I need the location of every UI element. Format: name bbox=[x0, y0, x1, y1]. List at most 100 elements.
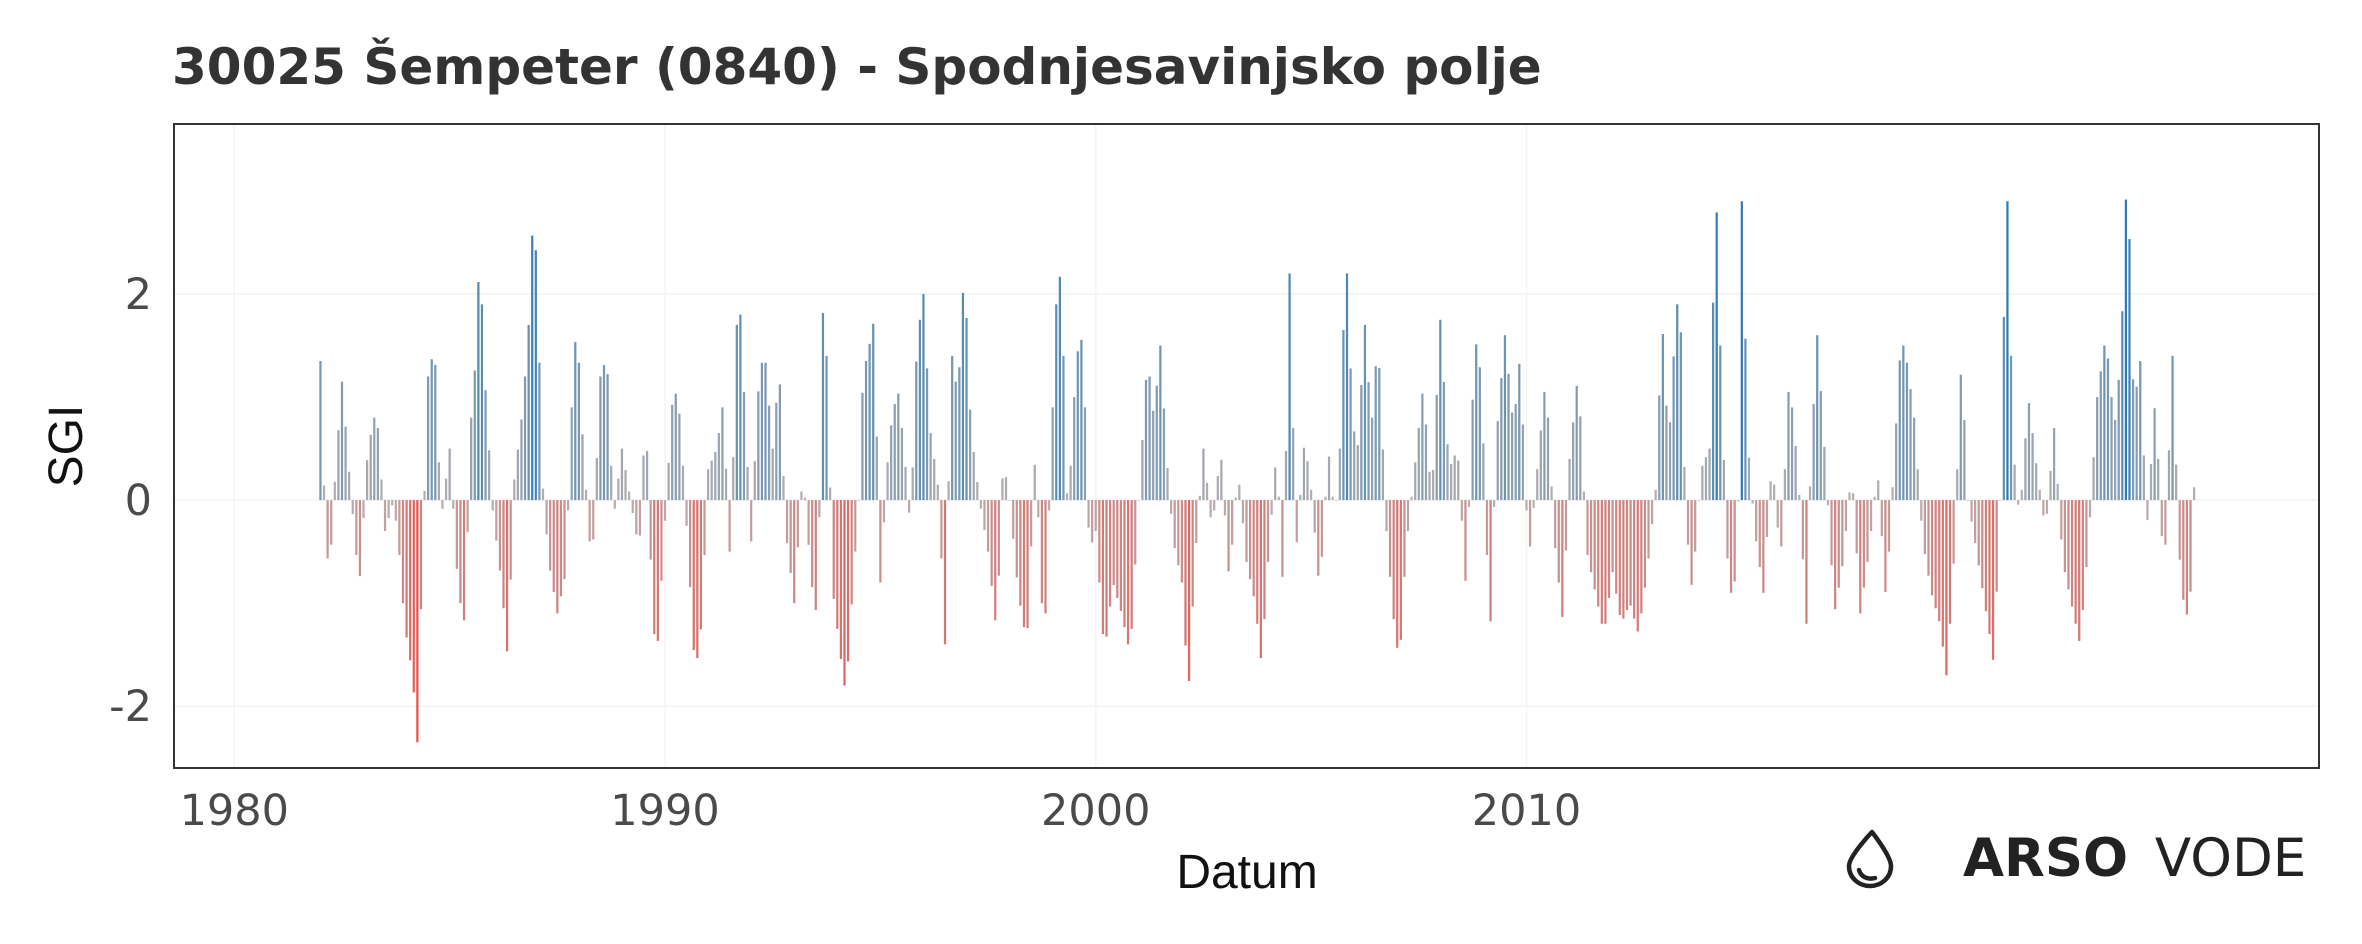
sgi-bar bbox=[2085, 500, 2088, 568]
sgi-bar bbox=[534, 250, 537, 501]
sgi-bar bbox=[1607, 500, 1611, 598]
sgi-bar bbox=[879, 500, 882, 583]
sgi-bar bbox=[742, 391, 746, 501]
sgi-bar bbox=[2067, 500, 2070, 590]
sgi-bar bbox=[940, 500, 943, 559]
sgi-bar bbox=[631, 500, 634, 513]
sgi-bar bbox=[1636, 500, 1639, 632]
x-tick-label: 2010 bbox=[1472, 786, 1581, 836]
sgi-bar bbox=[969, 409, 972, 501]
sgi-bar bbox=[1683, 466, 1686, 501]
sgi-bar bbox=[1435, 394, 1438, 501]
sgi-bar bbox=[1808, 486, 1812, 501]
sgi-bar bbox=[1485, 500, 1489, 556]
sgi-bar bbox=[897, 393, 900, 501]
sgi-bar bbox=[1223, 500, 1227, 516]
sgi-bar bbox=[846, 500, 850, 662]
sgi-bar bbox=[1324, 496, 1327, 501]
sgi-bar bbox=[2038, 489, 2041, 501]
sgi-bar bbox=[523, 376, 527, 501]
sgi-bar bbox=[829, 487, 832, 501]
sgi-bar bbox=[520, 419, 523, 501]
sgi-bar bbox=[1625, 500, 1629, 611]
sgi-bar bbox=[2139, 360, 2142, 501]
sgi-bar bbox=[1141, 439, 1144, 501]
sgi-bar bbox=[1744, 338, 1747, 501]
sgi-bar bbox=[706, 469, 710, 501]
sgi-bar bbox=[882, 500, 886, 523]
sgi-bar bbox=[559, 500, 563, 597]
sgi-bar bbox=[1360, 385, 1363, 501]
sgi-bar bbox=[1930, 500, 1934, 596]
sgi-bar bbox=[1859, 500, 1862, 614]
sgi-bar bbox=[1105, 500, 1108, 637]
sgi-bar bbox=[1672, 356, 1675, 501]
sgi-bar bbox=[807, 500, 810, 545]
sgi-bar bbox=[1076, 351, 1079, 501]
sgi-bar bbox=[459, 500, 462, 604]
sgi-bar bbox=[757, 391, 760, 501]
sgi-bar bbox=[1281, 500, 1284, 577]
sgi-bar bbox=[355, 500, 358, 556]
sgi-bar bbox=[1313, 500, 1316, 533]
sgi-bar bbox=[1475, 344, 1478, 501]
sgi-bar bbox=[1920, 500, 1923, 521]
sgi-bar bbox=[2092, 457, 2095, 501]
sgi-bar bbox=[1887, 500, 1891, 552]
sgi-bar bbox=[667, 462, 670, 501]
sgi-bar bbox=[1909, 389, 1912, 501]
sgi-bar bbox=[581, 434, 584, 501]
sgi-bar bbox=[491, 500, 494, 511]
sgi-bar bbox=[936, 484, 939, 501]
sgi-bar bbox=[1934, 500, 1937, 609]
sgi-bar bbox=[1098, 500, 1101, 583]
sgi-bar bbox=[979, 500, 982, 509]
sgi-bar bbox=[710, 460, 713, 501]
sgi-bar bbox=[1216, 476, 1219, 501]
sgi-bar bbox=[1862, 500, 1865, 588]
sgi-bar bbox=[2192, 487, 2196, 501]
sgi-bar bbox=[1715, 212, 1718, 501]
sgi-bar bbox=[362, 500, 365, 519]
sgi-bar bbox=[1747, 457, 1751, 501]
sgi-bar bbox=[951, 355, 954, 501]
sgi-bar bbox=[1905, 362, 1909, 501]
sgi-bar bbox=[383, 500, 387, 532]
sgi-bar bbox=[2189, 500, 2192, 592]
sgi-bar bbox=[1503, 335, 1507, 501]
sgi-bar bbox=[2175, 464, 2178, 501]
sgi-bar bbox=[1446, 444, 1449, 501]
sgi-bar bbox=[1284, 450, 1288, 501]
sgi-bar bbox=[1719, 345, 1722, 501]
sgi-bar bbox=[1722, 460, 1725, 501]
sgi-bar bbox=[1094, 500, 1097, 532]
sgi-bar bbox=[1263, 500, 1266, 620]
sgi-bar bbox=[1841, 500, 1844, 567]
sgi-bar bbox=[696, 500, 699, 659]
sgi-bar bbox=[620, 448, 624, 501]
sgi-bar bbox=[1159, 345, 1162, 501]
sgi-bar bbox=[1597, 500, 1600, 607]
x-axis-label: Datum bbox=[1176, 846, 1317, 899]
sgi-bar bbox=[922, 294, 925, 501]
sgi-bar bbox=[861, 392, 864, 501]
sgi-bar bbox=[1471, 399, 1474, 501]
sgi-bar bbox=[1521, 424, 1524, 501]
sgi-bar bbox=[1453, 455, 1456, 501]
sgi-bar bbox=[2167, 450, 2171, 501]
sgi-bar bbox=[365, 460, 369, 501]
sgi-bar bbox=[1388, 500, 1392, 577]
sgi-bar bbox=[1568, 458, 1571, 501]
sgi-bar bbox=[1026, 500, 1029, 629]
sgi-bar bbox=[1177, 500, 1180, 566]
sgi-bar bbox=[1783, 469, 1787, 501]
sgi-bar bbox=[1356, 445, 1359, 501]
sgi-bar bbox=[1511, 412, 1514, 501]
sgi-bar bbox=[369, 434, 372, 501]
sgi-bar bbox=[1198, 495, 1201, 501]
sgi-bar bbox=[624, 470, 627, 501]
sgi-bar bbox=[1751, 500, 1754, 504]
sgi-bar bbox=[1116, 500, 1119, 598]
sgi-bar bbox=[1266, 500, 1270, 562]
sgi-bar bbox=[760, 362, 764, 501]
